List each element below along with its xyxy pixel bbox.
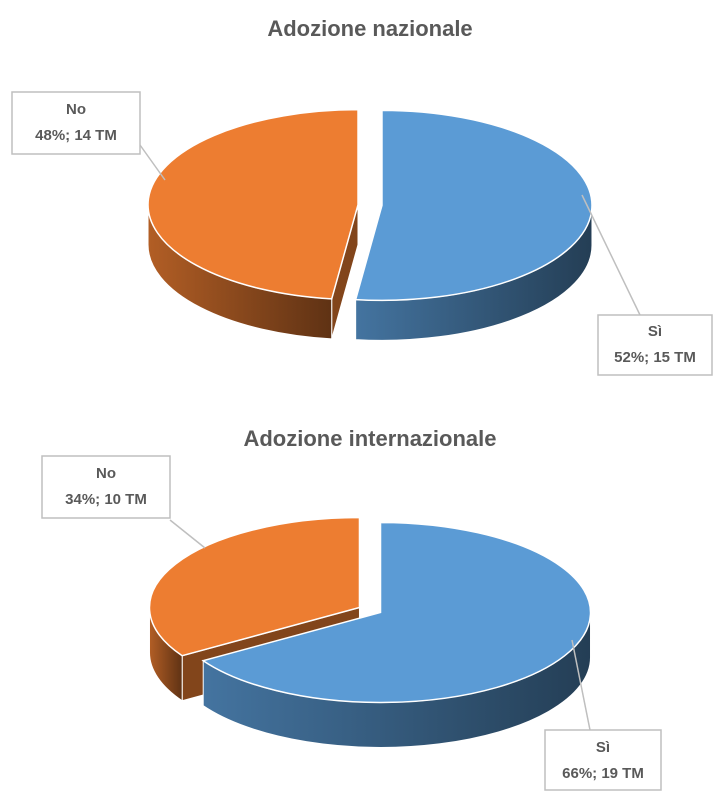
chart-title: Adozione internazionale xyxy=(243,426,496,451)
leader-line xyxy=(571,639,591,731)
leader-line xyxy=(169,519,206,549)
slice-label: Sì xyxy=(596,739,610,756)
label-box xyxy=(597,314,713,376)
slice xyxy=(354,109,593,302)
label-box xyxy=(544,729,662,791)
leader-line xyxy=(139,144,166,181)
slice xyxy=(148,516,361,657)
slice-label: No xyxy=(96,465,116,482)
leader-line xyxy=(581,194,641,316)
slice xyxy=(201,521,592,704)
label-box xyxy=(41,455,171,519)
label-box xyxy=(11,91,141,155)
slice-value-label: 48%; 14 TM xyxy=(35,127,117,144)
top-faces xyxy=(147,108,593,302)
slice-value-label: 34%; 10 TM xyxy=(65,491,147,508)
slice-value-label: 52%; 15 TM xyxy=(614,349,696,366)
slice xyxy=(147,108,359,300)
slice-label: Sì xyxy=(648,323,662,340)
top-faces xyxy=(148,516,592,704)
slice-value-label: 66%; 19 TM xyxy=(562,765,644,782)
slice-label: No xyxy=(66,101,86,118)
pies xyxy=(147,108,593,748)
chart-title: Adozione nazionale xyxy=(267,16,472,41)
